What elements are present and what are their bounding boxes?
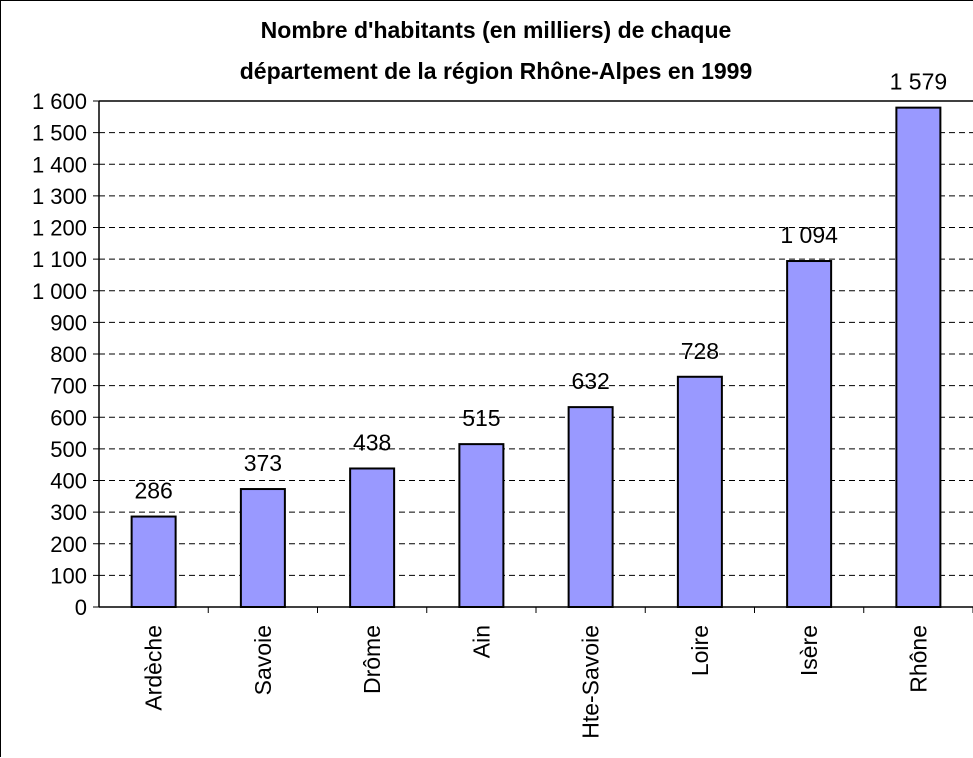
y-tick-label: 400 (50, 469, 87, 494)
bar-2 (239, 488, 286, 609)
data-label: 728 (681, 338, 719, 364)
data-labels: 286 373 438 515 632 728 1 094 1 579 (134, 69, 947, 504)
category-label: Drôme (359, 625, 385, 694)
data-label: 632 (571, 368, 609, 394)
chart-title-line-1: Nombre d'habitants (en milliers) de chaq… (261, 17, 732, 43)
category-label: Loire (687, 625, 713, 676)
y-tick-label: 200 (50, 532, 87, 557)
chart-title-line-2: département de la région Rhône-Alpes en … (240, 58, 753, 84)
bar-7 (786, 260, 833, 608)
data-label: 1 094 (780, 222, 838, 248)
data-label: 1 579 (890, 69, 948, 95)
category-label: Ain (468, 625, 494, 658)
y-tick-label: 600 (50, 405, 87, 430)
bar-3 (349, 467, 396, 609)
bar-1 (130, 515, 177, 608)
category-labels: Ardèche Savoie Drôme Ain Hte-Savoie Loire Isèr… (141, 625, 932, 739)
y-tick-label: 0 (75, 595, 87, 620)
category-label: Ardèche (141, 625, 167, 711)
category-label: Hte-Savoie (578, 625, 604, 739)
axes (93, 100, 973, 613)
data-label: 373 (244, 450, 282, 476)
category-label: Isère (796, 625, 822, 676)
bar-6 (676, 375, 723, 608)
bars (130, 106, 942, 609)
y-tick-label: 1 000 (32, 279, 87, 304)
y-tick-label: 500 (50, 437, 87, 462)
y-tick-label: 800 (50, 342, 87, 367)
chart-title: Nombre d'habitants (en milliers) de chaq… (240, 17, 753, 84)
y-tick-label: 300 (50, 500, 87, 525)
category-label: Savoie (250, 625, 276, 695)
bar-4 (458, 443, 505, 608)
y-tick-label: 100 (50, 563, 87, 588)
data-label: 438 (353, 429, 391, 455)
bar-5 (567, 406, 614, 608)
category-label: Rhône (905, 625, 931, 693)
data-label: 515 (462, 405, 500, 431)
bar-8 (895, 106, 942, 609)
data-label: 286 (134, 478, 172, 504)
y-tick-label: 900 (50, 310, 87, 335)
y-tick-labels: 0 100 200 300 400 500 600 700 800 900 1 000 1 100 1 … (32, 89, 87, 620)
y-tick-label: 1 100 (32, 247, 87, 272)
y-tick-label: 1 600 (32, 89, 87, 114)
y-tick-label: 1 400 (32, 152, 87, 177)
gridlines (99, 100, 973, 576)
y-tick-label: 1 500 (32, 121, 87, 146)
y-tick-label: 1 300 (32, 184, 87, 209)
y-tick-label: 1 200 (32, 216, 87, 241)
y-tick-label: 700 (50, 374, 87, 399)
